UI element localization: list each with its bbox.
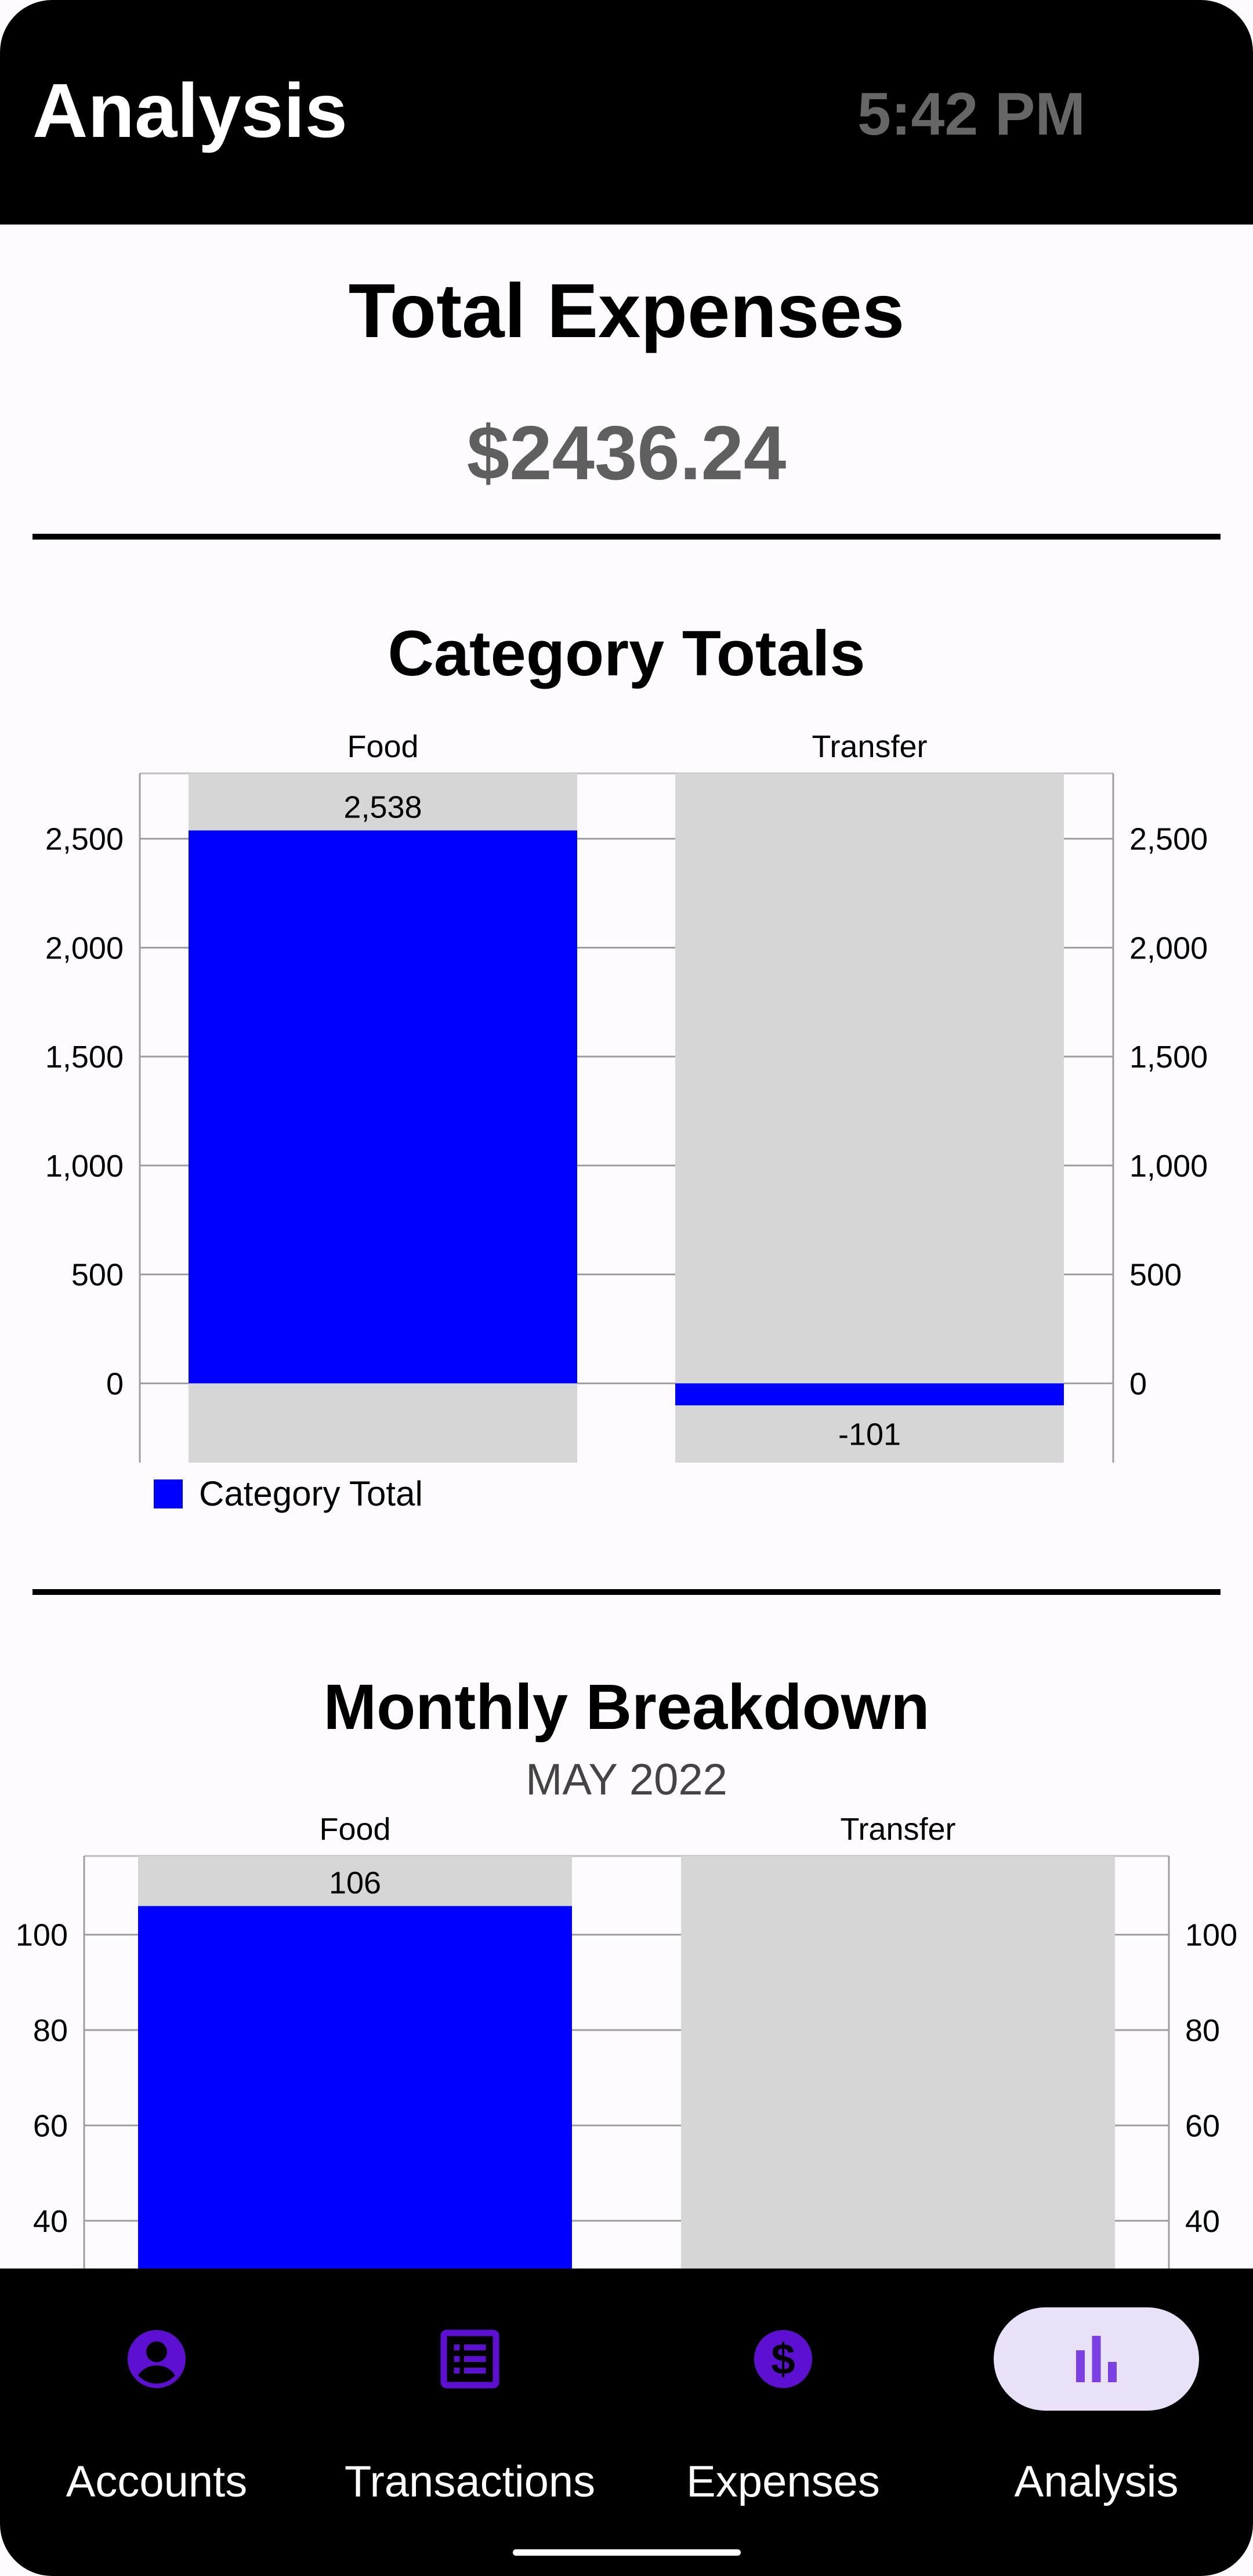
divider (32, 534, 1221, 540)
y-tick-label-left: 1,000 (45, 1149, 124, 1184)
data-label: 2,538 (343, 790, 422, 824)
legend-label: Category Total (199, 1474, 423, 1513)
category-totals-title: Category Totals (388, 618, 865, 689)
category-label: Transfer (812, 729, 927, 764)
home-indicator (513, 2549, 741, 2556)
dollar-circle-icon: $ (754, 2330, 812, 2388)
top-app-bar: Analysis 5:42 PM (0, 0, 1253, 225)
bar-chart-icon (1076, 2336, 1117, 2382)
y-tick-label-right: 2,000 (1129, 931, 1208, 965)
y-tick-label-right: 1,000 (1129, 1149, 1208, 1184)
y-tick-label-right: 40 (1185, 2204, 1220, 2239)
total-expenses-value: $2436.24 (466, 410, 787, 495)
y-tick-label-left: 40 (33, 2204, 68, 2239)
y-tick-label-right: 100 (1185, 1918, 1237, 1953)
data-label: -101 (838, 1417, 901, 1452)
chart-legend: Category Total (154, 1477, 423, 1511)
y-tick-label-right: 2,500 (1129, 822, 1208, 857)
nav-label: Transactions (344, 2457, 596, 2506)
legend-swatch (154, 1479, 183, 1508)
bottom-navigation: Accounts Transactions $ Expenses (0, 2269, 1253, 2576)
nav-item-accounts[interactable]: Accounts (0, 2269, 313, 2506)
y-tick-label-left: 500 (71, 1258, 124, 1293)
y-tick-label-right: 0 (1129, 1366, 1147, 1401)
category-totals-chart: 0 0 500 500 1,000 1,000 1,500 1,500 2,000 2,000 2,… (45, 729, 1208, 1463)
y-tick-label-right: 80 (1185, 2013, 1220, 2048)
nav-item-transactions[interactable]: Transactions (313, 2269, 626, 2506)
category-label: Food (347, 729, 418, 764)
month-label: MAY 2022 (526, 1755, 727, 1804)
list-icon (440, 2329, 499, 2389)
y-tick-label-left: 60 (33, 2108, 68, 2143)
bar-track (681, 1856, 1115, 2269)
bar (675, 1383, 1064, 1406)
y-tick-label-left: 100 (16, 1918, 68, 1953)
y-tick-label-left: 2,500 (45, 822, 124, 857)
bar (138, 1906, 572, 2269)
category-label: Food (319, 1812, 390, 1847)
nav-label: Analysis (1014, 2457, 1179, 2506)
divider (32, 1589, 1221, 1595)
monthly-breakdown-title: Monthly Breakdown (323, 1671, 930, 1743)
svg-text:$: $ (771, 2335, 795, 2383)
y-tick-label-left: 0 (106, 1366, 124, 1401)
nav-item-expenses[interactable]: $ Expenses (626, 2269, 940, 2506)
y-tick-label-left: 1,500 (45, 1040, 124, 1074)
y-tick-label-left: 2,000 (45, 931, 124, 965)
account-circle-icon (128, 2330, 186, 2388)
y-tick-label-right: 60 (1185, 2108, 1220, 2143)
nav-item-analysis[interactable]: Analysis (940, 2269, 1253, 2506)
data-label: 106 (329, 1865, 381, 1900)
nav-label: Expenses (686, 2457, 880, 2506)
y-tick-label-right: 1,500 (1129, 1040, 1208, 1074)
bar (189, 830, 577, 1384)
y-tick-label-right: 500 (1129, 1258, 1182, 1293)
total-expenses-title: Total Expenses (348, 268, 905, 353)
page-title: Analysis (32, 68, 347, 153)
monthly-breakdown-chart: 40 40 60 60 80 80 100 100 Food 106 Transfer (16, 1812, 1237, 2269)
bar-track (675, 773, 1064, 1463)
y-tick-label-left: 80 (33, 2013, 68, 2048)
category-label: Transfer (840, 1812, 955, 1847)
status-time: 5:42 PM (857, 81, 1086, 148)
nav-label: Accounts (66, 2457, 248, 2506)
